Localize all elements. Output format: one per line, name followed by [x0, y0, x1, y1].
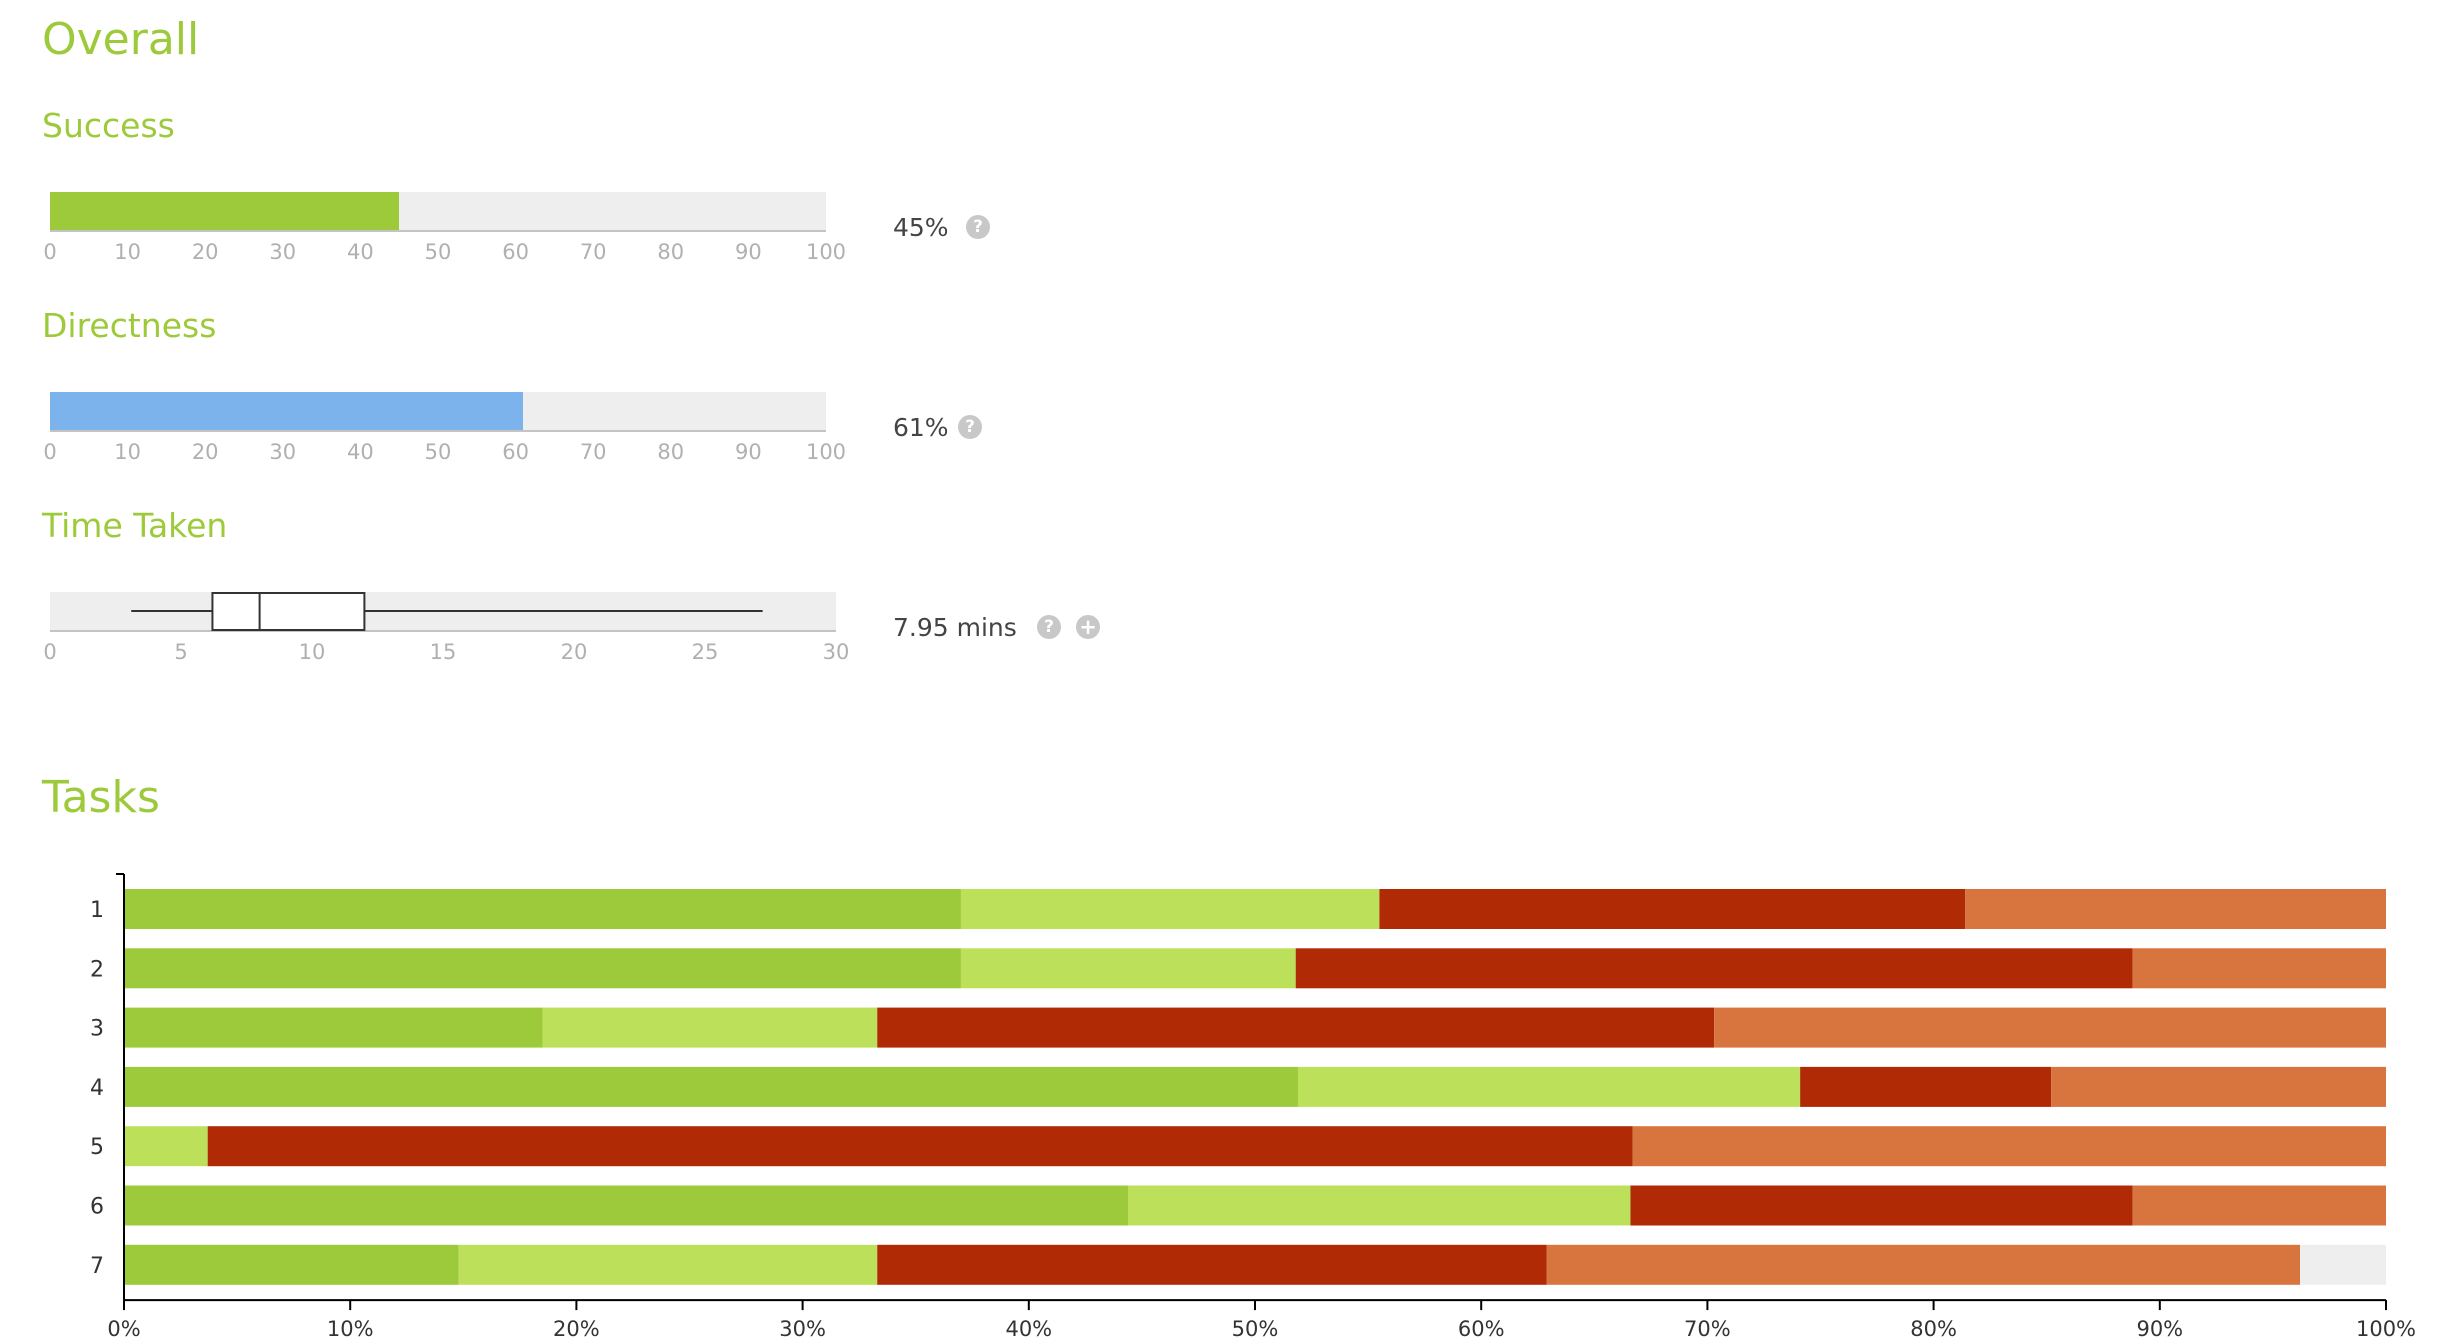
directness-tick-label: 70	[579, 440, 607, 464]
directness-tick-label: 80	[657, 440, 685, 464]
time-tick-label: 25	[691, 640, 719, 664]
bar-task-5-segment-4	[1632, 1126, 2386, 1167]
x-tick-label: 50%	[1232, 1317, 1279, 1341]
bar-task-7-segment-4	[1546, 1244, 2301, 1285]
bar-task-2-segment-3	[1295, 948, 2133, 989]
bar-task-6-segment-2	[1128, 1185, 1631, 1226]
bar-task-1-segment-2	[960, 889, 1380, 929]
directness-bar-fill	[50, 392, 524, 430]
time-tick-label: 15	[429, 640, 457, 664]
x-tick-label: 70%	[1684, 1317, 1731, 1341]
directness-bar-chart: 0 10 20 30 40 50 60 70 80 90 100	[43, 392, 846, 464]
bar-task-3-segment-3	[877, 1007, 1715, 1048]
directness-value: 61%	[893, 413, 949, 442]
bar-task-6-segment-3	[1630, 1185, 2133, 1226]
tasks-title: Tasks	[42, 772, 160, 823]
task-label: 6	[90, 1195, 104, 1220]
question-circle-icon[interactable]: ?	[1037, 615, 1061, 639]
directness-tick-label: 20	[191, 440, 219, 464]
bar-task-6-segment-1	[124, 1185, 1129, 1226]
directness-label: Directness	[42, 306, 217, 345]
success-tick-label: 10	[114, 240, 141, 264]
time-tick-label: 10	[298, 640, 326, 664]
success-bar-fill	[50, 192, 400, 230]
directness-tick-label: 50	[424, 440, 452, 464]
success-tick-label: 70	[579, 240, 607, 264]
time-tick-label: 20	[560, 640, 588, 664]
time-taken-value: 7.95 mins	[893, 613, 1017, 642]
success-tick-label: 90	[735, 240, 762, 264]
success-tick-label: 40	[347, 240, 374, 264]
x-tick-label: 100%	[2356, 1317, 2416, 1341]
time-tick-label: 30	[822, 640, 850, 664]
success-label: Success	[42, 106, 175, 145]
time-tick-label: 5	[174, 640, 188, 664]
x-tick-label: 60%	[1458, 1317, 1505, 1341]
x-tick-label: 40%	[1005, 1317, 1052, 1341]
bar-task-4-segment-1	[124, 1066, 1298, 1107]
x-tick-label: 10%	[327, 1317, 374, 1341]
success-tick-label: 20	[191, 240, 219, 264]
bar-task-5-segment-3	[207, 1126, 1633, 1167]
time-taken-label: Time Taken	[42, 506, 228, 545]
bar-task-6-segment-4	[2132, 1185, 2386, 1226]
time-taken-box	[131, 592, 763, 631]
bar-task-2-segment-2	[960, 948, 1296, 989]
success-bar-chart: 0 10 20 30 40 50 60 70 80 90 100	[43, 192, 846, 264]
bar-task-4-segment-2	[1297, 1066, 1801, 1107]
bar-task-3-segment-4	[1714, 1007, 2386, 1048]
x-tick-label: 20%	[553, 1317, 600, 1341]
success-tick-label: 60	[502, 240, 529, 264]
directness-tick-label: 10	[114, 440, 141, 464]
bar-task-7-segment-5	[2300, 1244, 2386, 1285]
x-tick-label: 90%	[2136, 1317, 2183, 1341]
directness-tick-label: 90	[735, 440, 762, 464]
bar-task-1-segment-4	[1965, 889, 2386, 929]
task-label: 2	[90, 957, 104, 982]
directness-tick-label: 30	[269, 440, 297, 464]
bar-task-3-segment-2	[542, 1007, 878, 1048]
bar-task-5-segment-2	[124, 1126, 208, 1167]
time-taken-boxplot: 0 5 10 15 20 25 30	[43, 592, 849, 664]
task-label: 3	[90, 1017, 104, 1042]
bar-task-4-segment-4	[2051, 1066, 2386, 1107]
success-tick-label: 50	[424, 240, 452, 264]
bar-task-3-segment-1	[124, 1007, 543, 1048]
overall-title: Overall	[42, 14, 200, 65]
task-label: 5	[90, 1135, 104, 1160]
success-tick-label: 100	[805, 240, 847, 264]
bar-task-2-segment-4	[2132, 948, 2386, 989]
bar-task-7-segment-1	[124, 1244, 459, 1285]
x-tick-label: 0%	[107, 1317, 140, 1341]
success-tick-label: 0	[43, 240, 57, 264]
success-value: 45%	[893, 213, 949, 242]
task-label: 1	[90, 898, 104, 923]
bar-task-2-segment-1	[124, 948, 961, 989]
success-tick-label: 30	[269, 240, 297, 264]
directness-tick-label: 60	[502, 440, 529, 464]
directness-tick-label: 40	[347, 440, 374, 464]
success-tick-label: 80	[657, 240, 685, 264]
task-label: 7	[90, 1254, 104, 1279]
directness-tick-label: 100	[805, 440, 847, 464]
question-circle-icon[interactable]: ?	[958, 415, 982, 439]
question-circle-icon[interactable]: ?	[966, 215, 990, 239]
task-label: 4	[90, 1076, 104, 1101]
box-iqr	[211, 592, 366, 631]
bar-task-4-segment-3	[1800, 1066, 2052, 1107]
x-tick-label: 30%	[779, 1317, 826, 1341]
bar-task-1-segment-3	[1379, 889, 1966, 929]
directness-tick-label: 0	[43, 440, 57, 464]
bar-task-7-segment-3	[877, 1244, 1547, 1285]
bar-task-1-segment-1	[124, 889, 961, 929]
x-tick-label: 80%	[1910, 1317, 1957, 1341]
time-tick-label: 0	[43, 640, 57, 664]
plus-circle-icon[interactable]: +	[1076, 615, 1100, 639]
bar-task-7-segment-2	[458, 1244, 878, 1285]
